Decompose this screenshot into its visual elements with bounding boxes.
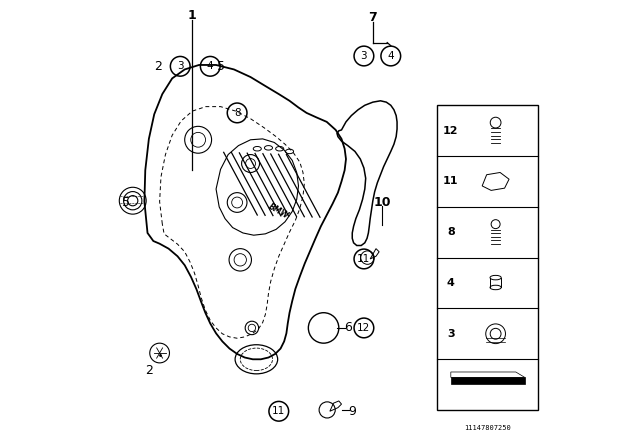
Text: 4: 4 [447, 278, 455, 288]
Text: 1: 1 [188, 9, 196, 22]
Text: 12: 12 [357, 323, 371, 333]
Text: 11147807250: 11147807250 [465, 425, 511, 431]
Text: 9: 9 [348, 405, 356, 418]
Text: 11: 11 [443, 177, 459, 186]
Text: 11: 11 [357, 254, 371, 264]
Text: BMW: BMW [267, 202, 291, 221]
Text: 3: 3 [177, 61, 184, 71]
Text: 2: 2 [154, 60, 162, 73]
Text: 8: 8 [447, 227, 454, 237]
Text: 2: 2 [145, 364, 153, 378]
Text: 7: 7 [369, 11, 377, 25]
Text: 3: 3 [360, 51, 367, 61]
Text: 5: 5 [122, 196, 131, 209]
Text: 3: 3 [447, 329, 454, 339]
Bar [437, 105, 538, 410]
Text: 12: 12 [443, 126, 459, 136]
Text: 10: 10 [373, 196, 390, 209]
Text: 6: 6 [344, 321, 352, 335]
Text: 4: 4 [207, 61, 214, 71]
Text: 8: 8 [234, 108, 241, 118]
Polygon shape [451, 377, 525, 383]
Text: 11: 11 [272, 406, 285, 416]
Text: 4: 4 [387, 51, 394, 61]
Text: 5: 5 [216, 60, 225, 73]
